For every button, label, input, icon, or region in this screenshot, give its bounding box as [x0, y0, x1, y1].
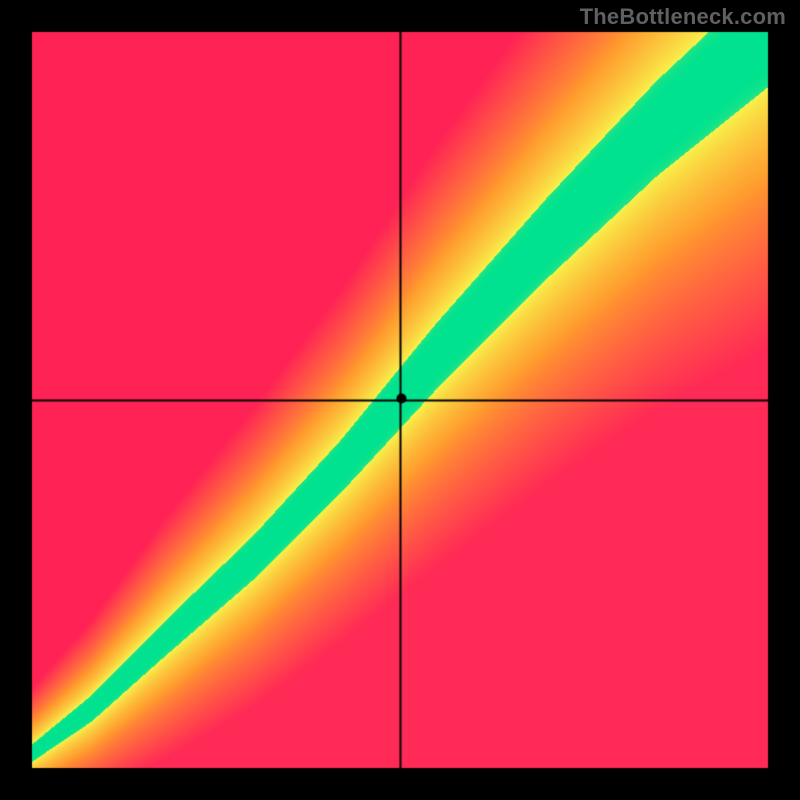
chart-container: TheBottleneck.com: [0, 0, 800, 800]
watermark-text: TheBottleneck.com: [580, 4, 786, 30]
heatmap-canvas: [0, 0, 800, 800]
